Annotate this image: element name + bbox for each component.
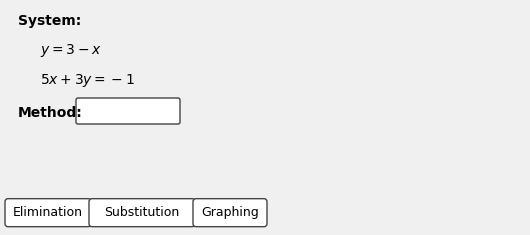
FancyBboxPatch shape [193,199,267,227]
FancyBboxPatch shape [89,199,195,227]
Text: Substitution: Substitution [104,206,180,219]
FancyBboxPatch shape [5,199,91,227]
Text: System:: System: [18,14,81,28]
Text: Elimination: Elimination [13,206,83,219]
Text: $y = 3 - x$: $y = 3 - x$ [40,42,102,59]
FancyBboxPatch shape [76,98,180,124]
Text: $5x + 3y = -1$: $5x + 3y = -1$ [40,72,135,89]
Text: Graphing: Graphing [201,206,259,219]
Text: Method:: Method: [18,106,83,120]
